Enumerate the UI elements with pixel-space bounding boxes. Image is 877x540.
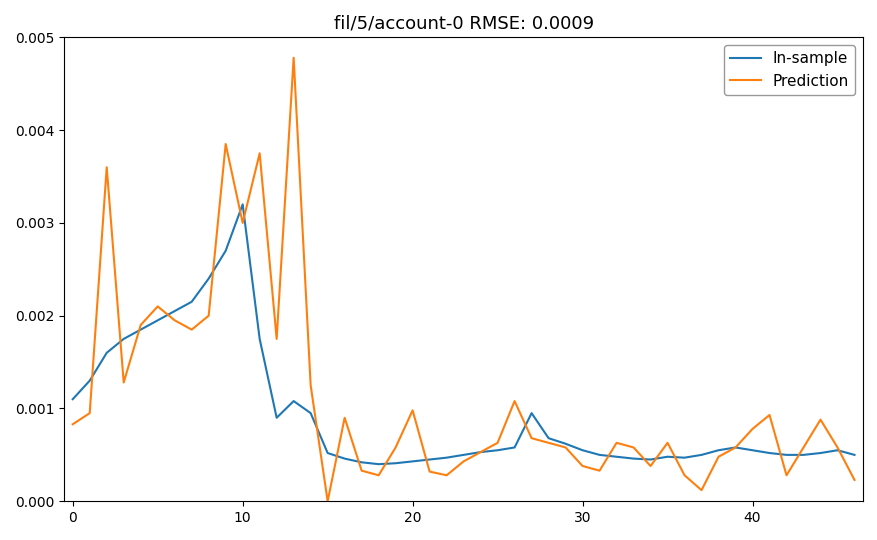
Prediction — [407, 407, 417, 414]
Prediction — [441, 472, 452, 478]
Prediction — [169, 317, 180, 323]
In-sample — [118, 336, 129, 342]
In-sample — [424, 456, 434, 463]
Prediction — [203, 313, 214, 319]
In-sample — [407, 458, 417, 464]
Prediction — [373, 472, 383, 478]
In-sample — [271, 415, 282, 421]
In-sample — [474, 449, 485, 455]
Prediction — [458, 458, 468, 464]
Prediction — [474, 449, 485, 455]
Prediction — [712, 454, 723, 460]
Prediction — [271, 336, 282, 342]
In-sample — [237, 201, 247, 207]
In-sample — [373, 461, 383, 468]
In-sample — [390, 460, 401, 467]
Prediction — [610, 440, 621, 446]
In-sample — [831, 447, 842, 454]
Prediction — [424, 468, 434, 475]
In-sample — [628, 455, 638, 462]
Line: Prediction: Prediction — [73, 58, 853, 501]
Prediction — [237, 220, 247, 226]
Prediction — [543, 440, 553, 446]
Prediction — [102, 164, 112, 171]
In-sample — [525, 410, 536, 416]
Prediction — [84, 410, 95, 416]
In-sample — [322, 450, 332, 456]
Prediction — [560, 444, 570, 451]
Prediction — [679, 472, 689, 478]
In-sample — [730, 444, 740, 451]
Prediction — [815, 416, 825, 423]
Prediction — [186, 326, 196, 333]
Prediction — [135, 322, 146, 328]
Prediction — [339, 415, 350, 421]
Prediction — [763, 411, 774, 418]
Prediction — [254, 150, 265, 157]
In-sample — [746, 447, 757, 454]
In-sample — [797, 451, 808, 458]
In-sample — [695, 451, 706, 458]
In-sample — [815, 450, 825, 456]
In-sample — [288, 398, 298, 404]
In-sample — [848, 451, 859, 458]
In-sample — [203, 275, 214, 282]
In-sample — [712, 447, 723, 454]
In-sample — [220, 247, 231, 254]
In-sample — [441, 455, 452, 461]
Prediction — [831, 444, 842, 451]
Prediction — [525, 435, 536, 441]
In-sample — [68, 396, 78, 402]
In-sample — [679, 455, 689, 461]
Prediction — [661, 440, 672, 446]
In-sample — [560, 441, 570, 447]
Prediction — [220, 141, 231, 147]
In-sample — [577, 447, 588, 454]
In-sample — [186, 299, 196, 305]
Prediction — [577, 463, 588, 469]
In-sample — [543, 435, 553, 441]
Prediction — [781, 472, 791, 478]
Prediction — [305, 382, 316, 389]
Prediction — [730, 444, 740, 451]
Prediction — [628, 444, 638, 451]
In-sample — [169, 308, 180, 314]
In-sample — [339, 455, 350, 462]
Prediction — [390, 444, 401, 451]
Prediction — [322, 498, 332, 504]
Prediction — [695, 487, 706, 494]
In-sample — [84, 377, 95, 384]
In-sample — [305, 410, 316, 416]
Prediction — [288, 55, 298, 61]
Prediction — [594, 468, 604, 474]
Prediction — [746, 426, 757, 432]
In-sample — [661, 454, 672, 460]
In-sample — [509, 444, 519, 451]
In-sample — [645, 456, 655, 463]
In-sample — [763, 450, 774, 456]
In-sample — [492, 447, 503, 454]
Prediction — [118, 379, 129, 386]
Prediction — [153, 303, 163, 309]
In-sample — [356, 459, 367, 465]
Prediction — [492, 440, 503, 446]
In-sample — [594, 451, 604, 458]
Title: fil/5/account-0 RMSE: 0.0009: fil/5/account-0 RMSE: 0.0009 — [333, 15, 593, 33]
In-sample — [254, 336, 265, 342]
In-sample — [781, 451, 791, 458]
Prediction — [848, 477, 859, 483]
Prediction — [68, 421, 78, 428]
Prediction — [797, 444, 808, 451]
Prediction — [356, 468, 367, 474]
Line: In-sample: In-sample — [73, 204, 853, 464]
Prediction — [509, 398, 519, 404]
In-sample — [458, 451, 468, 458]
Prediction — [645, 463, 655, 469]
Legend: In-sample, Prediction: In-sample, Prediction — [724, 45, 854, 95]
In-sample — [135, 326, 146, 333]
In-sample — [610, 454, 621, 460]
In-sample — [153, 317, 163, 323]
In-sample — [102, 349, 112, 356]
